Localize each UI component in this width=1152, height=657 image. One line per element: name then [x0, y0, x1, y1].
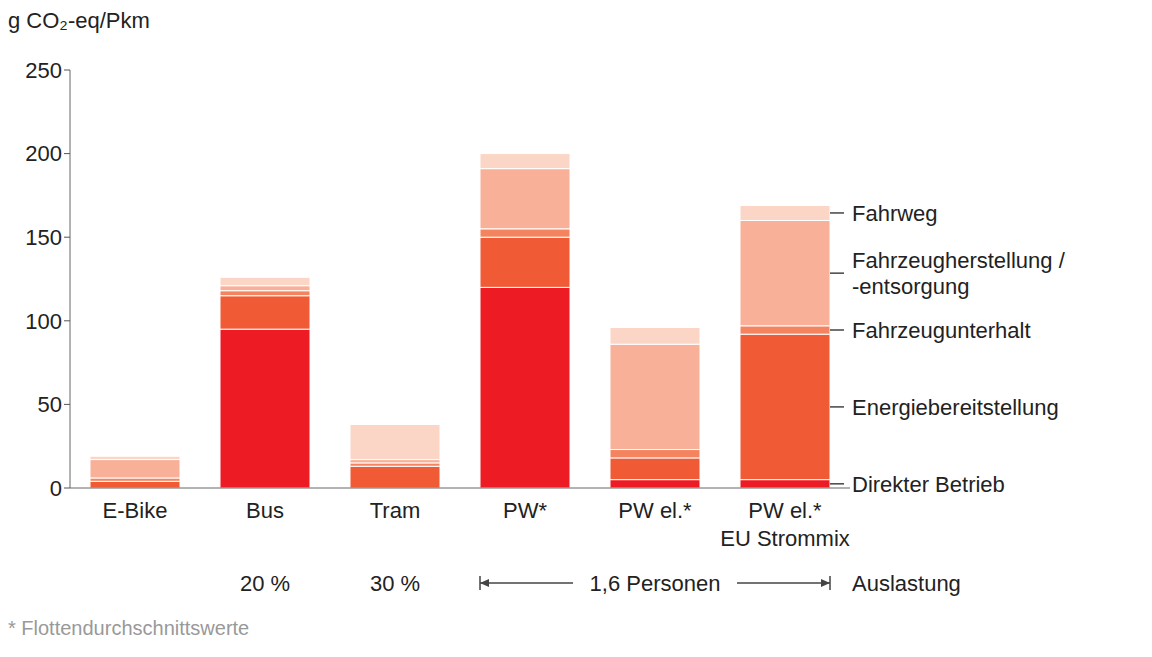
svg-text:1,6 Personen: 1,6 Personen	[590, 571, 721, 596]
svg-text:20 %: 20 %	[240, 571, 290, 596]
svg-text:Fahrzeugherstellung /: Fahrzeugherstellung /	[852, 248, 1066, 273]
svg-text:100: 100	[25, 309, 62, 334]
svg-text:PW*: PW*	[503, 498, 547, 523]
svg-text:* Flottendurchschnittswerte: * Flottendurchschnittswerte	[8, 617, 249, 639]
svg-text:PW el.*: PW el.*	[618, 498, 692, 523]
svg-text:150: 150	[25, 225, 62, 250]
svg-text:30 %: 30 %	[370, 571, 420, 596]
svg-text:EU Strommix: EU Strommix	[720, 526, 850, 551]
svg-text:-entsorgung: -entsorgung	[852, 274, 969, 299]
svg-text:250: 250	[25, 58, 62, 83]
svg-text:PW el.*: PW el.*	[748, 498, 822, 523]
svg-text:E-Bike: E-Bike	[103, 498, 168, 523]
svg-text:Tram: Tram	[370, 498, 421, 523]
svg-text:Direkter Betrieb: Direkter Betrieb	[852, 472, 1005, 497]
svg-text:Auslastung: Auslastung	[852, 571, 961, 596]
svg-text:0: 0	[50, 476, 62, 501]
svg-text:g CO₂-eq/Pkm: g CO₂-eq/Pkm	[8, 8, 150, 33]
svg-text:Bus: Bus	[246, 498, 284, 523]
svg-text:Fahrzeugunterhalt: Fahrzeugunterhalt	[852, 318, 1031, 343]
svg-text:200: 200	[25, 141, 62, 166]
svg-text:50: 50	[38, 392, 62, 417]
svg-text:Energiebereitstellung: Energiebereitstellung	[852, 395, 1059, 420]
svg-text:Fahrweg: Fahrweg	[852, 201, 938, 226]
